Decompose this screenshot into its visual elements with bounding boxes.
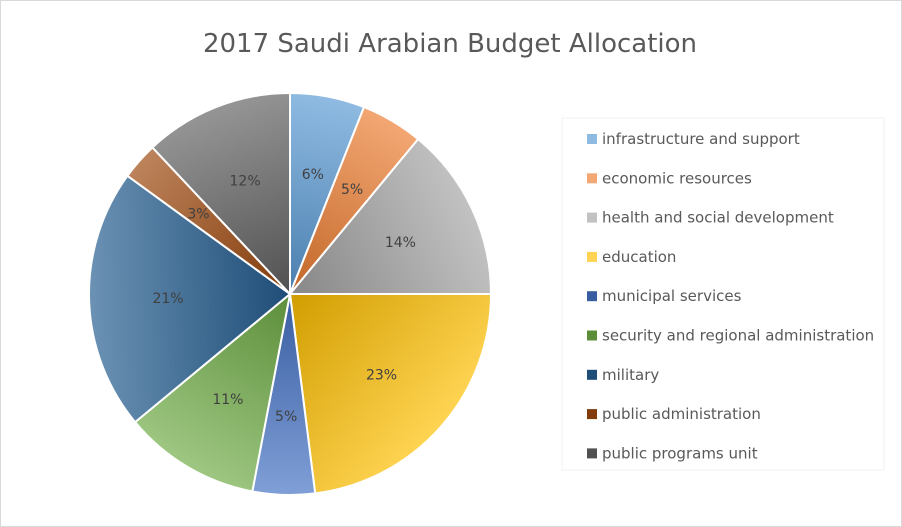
legend-swatch [587,409,597,420]
legend-swatch [587,291,597,302]
legend-swatch [587,251,597,262]
slice-data-label: 14% [385,235,416,251]
pie-slice-7 [88,174,292,424]
slice-data-label: 6% [302,167,324,183]
slice-data-label: 5% [275,409,297,425]
slice-data-label: 21% [152,291,183,307]
legend-box [561,117,885,471]
legend-swatch [587,173,597,184]
legend-item-label: public administration [602,405,761,423]
legend-item-label: infrastructure and support [602,130,800,148]
legend-item-label: education [602,248,676,266]
pie-slice-6 [133,291,292,493]
pie-slice-3 [287,137,493,295]
slice-data-label: 5% [341,182,363,198]
pie: 6% 5% 14% 23% 5% 11% 21% 3% 12% [88,91,493,496]
slice-data-label: 3% [187,206,209,222]
slice-data-label: 11% [212,392,243,408]
legend-swatch [587,369,597,380]
legend-item-label: economic resources [602,169,752,187]
legend-swatch [587,448,597,459]
slice-data-label: 12% [230,174,261,190]
pie-slice-9 [150,91,291,297]
legend-item-label: health and social development [602,209,834,227]
slice-data-label: 23% [366,368,397,384]
legend-swatch [587,134,597,144]
legend-item-label: security and regional administration [602,327,874,345]
chart-title: 2017 Saudi Arabian Budget Allocation [203,29,697,59]
pie-slice-4 [288,293,493,495]
legend-item-label: public programs unit [602,444,758,462]
legend-swatch [587,212,597,223]
legend-item-label: municipal services [602,287,742,305]
legend-swatch [587,330,597,341]
legend: infrastructure and support economic resou… [587,130,874,462]
legend-item-label: military [602,366,659,384]
